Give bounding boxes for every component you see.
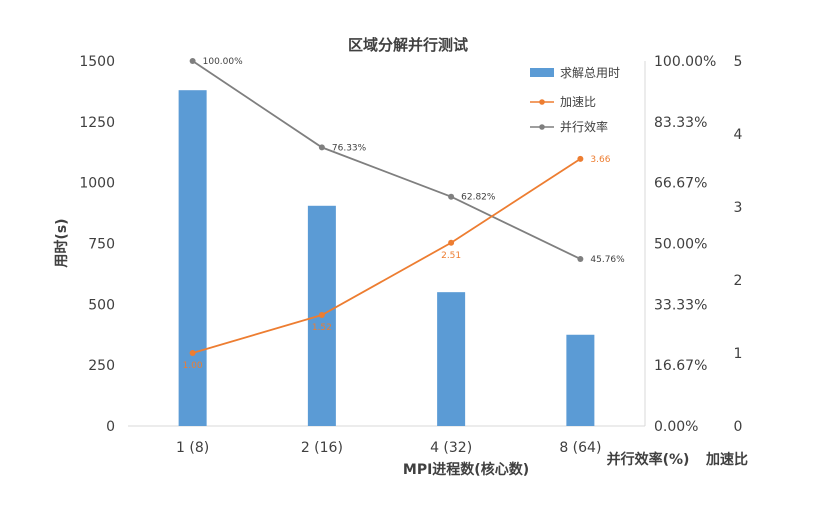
speedup-label-2: 1.52 [312, 323, 332, 333]
efficiency-line [192, 60, 581, 260]
legend: 求解总用时 加速比 并行效率 [530, 66, 620, 134]
data-labels: 100.00% 76.33% 62.82% 45.76% 1.00 1.52 2.51 3.6… [183, 57, 626, 371]
speedup-label-1: 1.00 [183, 361, 203, 371]
left-tick-5: 1250 [79, 115, 115, 131]
x-tick-3: 4 (32) [430, 440, 472, 456]
x-tick-2: 2 (16) [301, 440, 343, 456]
left-tick-4: 1000 [79, 176, 115, 192]
x-tick-4: 8 (64) [559, 440, 601, 456]
speedup-label-4: 3.66 [590, 155, 610, 165]
right-tick-5: 83.33% [654, 115, 707, 131]
speedup-tick-4: 4 [734, 127, 743, 143]
axes [128, 61, 646, 427]
legend-label-efficiency: 并行效率 [560, 119, 608, 134]
legend-label-bar: 求解总用时 [560, 66, 620, 80]
right-tick-1: 16.67% [654, 358, 707, 374]
efficiency-point-2 [318, 144, 325, 151]
efficiency-label-1: 100.00% [203, 57, 243, 67]
speedup-tick-2: 2 [734, 273, 743, 289]
x-ticks: 1 (8) 2 (16) 4 (32) 8 (64) [176, 440, 601, 456]
lines [189, 58, 584, 356]
speedup-tick-3: 3 [734, 200, 743, 216]
efficiency-label-4: 45.76% [590, 255, 625, 265]
bar-4 [566, 334, 595, 426]
bars [178, 90, 595, 426]
speedup-point-3 [448, 239, 455, 246]
legend-marker-speedup [539, 99, 545, 105]
right-tick-0: 0.00% [654, 419, 698, 435]
bar-3 [437, 292, 466, 426]
right-tick-4: 66.67% [654, 176, 707, 192]
efficiency-point-3 [448, 193, 455, 200]
left-tick-1: 250 [88, 358, 115, 374]
speedup-tick-1: 1 [734, 346, 743, 362]
speedup-tick-5: 5 [734, 54, 743, 70]
right-ticks: 0.00% 16.67% 33.33% 50.00% 66.67% 83.33% 100.0… [654, 54, 716, 435]
y2-axis-title: 并行效率(%) [607, 451, 690, 468]
right-tick-6: 100.00% [654, 54, 716, 70]
bar-1 [178, 90, 207, 426]
efficiency-point-1 [189, 58, 196, 64]
right-tick-3: 50.00% [654, 237, 707, 253]
speedup-line [192, 158, 581, 354]
speedup-label-3: 2.51 [441, 251, 461, 261]
efficiency-point-4 [577, 255, 584, 262]
x-axis-title: MPI进程数(核心数) [403, 461, 529, 478]
left-tick-3: 750 [88, 237, 115, 253]
legend-swatch-bar [530, 68, 554, 77]
chart-title: 区域分解并行测试 [348, 36, 468, 54]
legend-label-speedup: 加速比 [560, 95, 596, 109]
speedup-point-2 [318, 312, 325, 319]
y-axis-title: 用时(s) [53, 218, 70, 267]
efficiency-label-2: 76.33% [332, 143, 367, 153]
efficiency-label-3: 62.82% [461, 193, 496, 203]
left-tick-2: 500 [88, 297, 115, 313]
left-ticks: 0 250 500 750 1000 1250 1500 [79, 54, 115, 435]
y3-axis-title: 加速比 [705, 451, 748, 468]
left-tick-6: 1500 [79, 54, 115, 70]
left-tick-0: 0 [106, 419, 115, 435]
right-tick-2: 33.33% [654, 297, 707, 313]
speedup-point-4 [577, 155, 584, 162]
legend-marker-efficiency [539, 124, 545, 130]
speedup-point-1 [189, 350, 196, 356]
x-tick-1: 1 (8) [176, 440, 209, 456]
speedup-tick-0: 0 [734, 419, 743, 435]
speedup-ticks: 0 1 2 3 4 5 [734, 54, 743, 435]
